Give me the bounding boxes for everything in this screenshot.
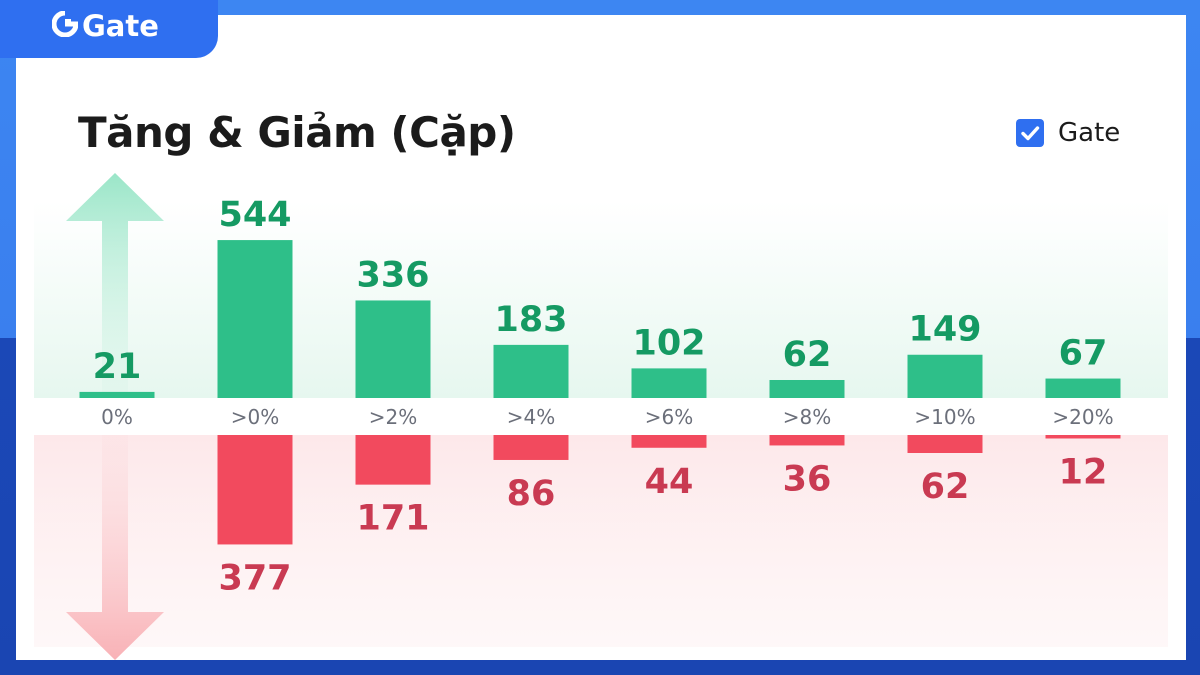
down-bar-gt-8pct: [769, 435, 845, 446]
up-value-label-gt-0pct: 544: [218, 195, 291, 235]
tick-label-gt-0pct: >0%: [231, 405, 280, 429]
down-bar-gt-0pct: [217, 435, 293, 545]
tick-label-gt-4pct: >4%: [507, 405, 556, 429]
down-region-background: [34, 435, 1168, 647]
down-bar-gt-10pct: [907, 435, 983, 453]
down-value-label-gt-0pct: 377: [218, 558, 291, 598]
up-region-background: [34, 201, 1168, 398]
logo-text: Gate: [82, 9, 159, 43]
tick-label-gt-8pct: >8%: [783, 405, 832, 429]
up-bar-gt-2pct: [355, 300, 431, 398]
down-value-label-gt-8pct: 36: [783, 459, 832, 499]
down-value-label-gt-6pct: 44: [645, 462, 694, 502]
down-value-label-gt-4pct: 86: [507, 474, 556, 514]
up-bar-gt-4pct: [493, 344, 569, 398]
up-bar-gt-20pct: [1045, 378, 1121, 398]
down-value-label-gt-20pct: 12: [1059, 452, 1108, 492]
legend-entry-gate: Gate: [1058, 118, 1121, 148]
chart-title: Tăng & Giảm (Cặp): [78, 108, 516, 157]
down-value-label-gt-2pct: 171: [356, 499, 429, 539]
up-bars: [79, 240, 1121, 398]
up-value-label-gt-20pct: 67: [1059, 334, 1108, 374]
up-value-label-gt-10pct: 149: [908, 310, 981, 350]
down-bars: [217, 435, 1121, 545]
down-bar-gt-20pct: [1045, 435, 1121, 439]
down-bar-gt-6pct: [631, 435, 707, 448]
tick-label-gt-2pct: >2%: [369, 405, 418, 429]
up-value-labels: 21 544 336 183 102 62 149 67: [93, 195, 1108, 387]
up-bar-0pct: [79, 391, 155, 398]
logo-tab: Gate: [0, 0, 218, 58]
up-value-label-gt-2pct: 336: [356, 255, 429, 295]
up-bar-gt-8pct: [769, 380, 845, 398]
down-bar-gt-2pct: [355, 435, 431, 485]
down-bar-gt-4pct: [493, 435, 569, 460]
up-bar-gt-10pct: [907, 354, 983, 398]
tick-label-0pct: 0%: [101, 405, 133, 429]
chart-card: Tăng & Giảm (Cặp) Gate: [16, 15, 1186, 660]
down-value-labels: 377 171 86 44 36 62 12: [218, 452, 1107, 598]
gate-logo-icon: [52, 11, 78, 37]
tick-label-gt-20pct: >20%: [1052, 405, 1113, 429]
x-axis-tick-labels: 0% >0% >2% >4% >6% >8% >10% >20%: [101, 405, 1113, 429]
tick-label-gt-6pct: >6%: [645, 405, 694, 429]
up-value-label-gt-4pct: 183: [494, 300, 567, 340]
tick-label-gt-10pct: >10%: [914, 405, 975, 429]
checkbox-checked-icon[interactable]: [1016, 119, 1044, 147]
up-bar-gt-0pct: [217, 240, 293, 398]
up-bar-gt-6pct: [631, 368, 707, 398]
up-value-label-gt-8pct: 62: [783, 335, 832, 375]
arrow-down-icon: [66, 435, 164, 660]
down-value-label-gt-10pct: 62: [921, 467, 970, 507]
arrow-up-icon: [66, 173, 164, 398]
up-value-label-gt-6pct: 102: [632, 323, 705, 363]
up-value-label-0pct: 21: [93, 347, 142, 387]
bar-chart: 21 544 336 183 102 62 149 67 377 171 86 44 36 62 12 0…: [34, 173, 1168, 660]
